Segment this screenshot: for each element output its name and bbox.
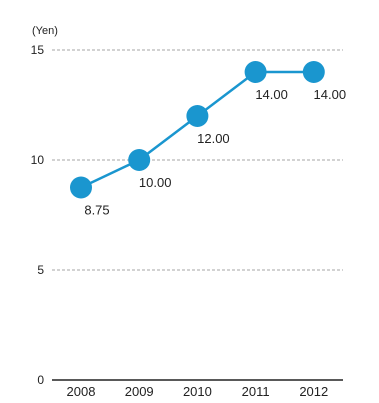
data-label: 14.00	[314, 87, 347, 102]
y-tick-label: 15	[31, 43, 45, 57]
label-layer: (Yen) 0 5 10 15 2008 2009 2010 2011 2012 8.75 10.00…	[31, 25, 347, 399]
data-label: 12.00	[197, 131, 230, 146]
x-tick-label: 2010	[183, 384, 212, 398]
x-tick-label: 2008	[67, 384, 96, 398]
data-point-marker	[70, 176, 92, 199]
y-tick-label: 5	[37, 263, 44, 277]
y-unit-label: (Yen)	[32, 25, 58, 37]
data-point-marker	[186, 105, 209, 127]
series-layer	[70, 61, 325, 199]
data-label: 8.75	[84, 203, 109, 218]
y-tick-label: 0	[37, 373, 44, 387]
data-label: 14.00	[255, 87, 288, 102]
x-tick-label: 2012	[299, 384, 328, 398]
x-tick-label: 2009	[125, 384, 154, 398]
data-point-marker	[244, 61, 267, 83]
data-point-marker	[302, 61, 325, 83]
data-label: 10.00	[139, 175, 172, 190]
data-point-marker	[128, 149, 151, 171]
grid-layer	[52, 49, 343, 271]
y-tick-label: 10	[31, 153, 45, 167]
x-tick-label: 2011	[242, 384, 270, 398]
